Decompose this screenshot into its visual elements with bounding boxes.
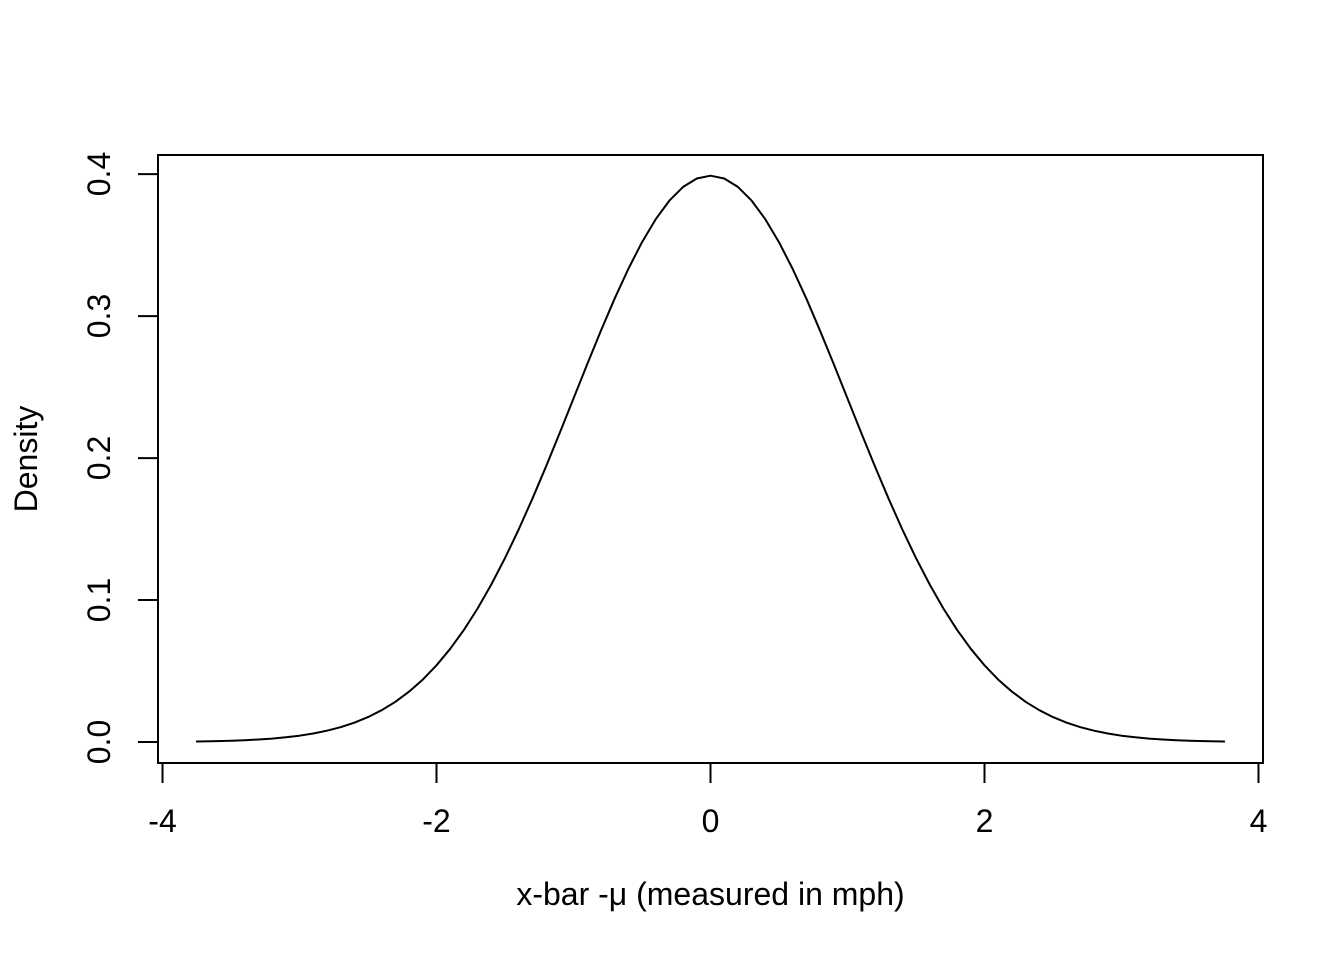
x-axis-title: x-bar -μ (measured in mph): [516, 876, 905, 912]
x-tick-label: -4: [148, 803, 177, 839]
x-tick-label: 0: [701, 803, 720, 839]
x-tick-label: 2: [975, 803, 994, 839]
y-tick-label: 0.2: [81, 435, 117, 481]
y-tick-label: 0.0: [81, 719, 117, 765]
y-tick-label: 0.1: [81, 577, 117, 623]
y-axis-title: Density: [8, 405, 44, 513]
density-curve: [195, 174, 1226, 743]
y-tick-label: 0.3: [81, 293, 117, 339]
plot-box: [157, 154, 1264, 764]
y-tick-label: 0.4: [81, 151, 117, 197]
x-tick-label: -2: [422, 803, 451, 839]
x-tick-label: 4: [1249, 803, 1268, 839]
